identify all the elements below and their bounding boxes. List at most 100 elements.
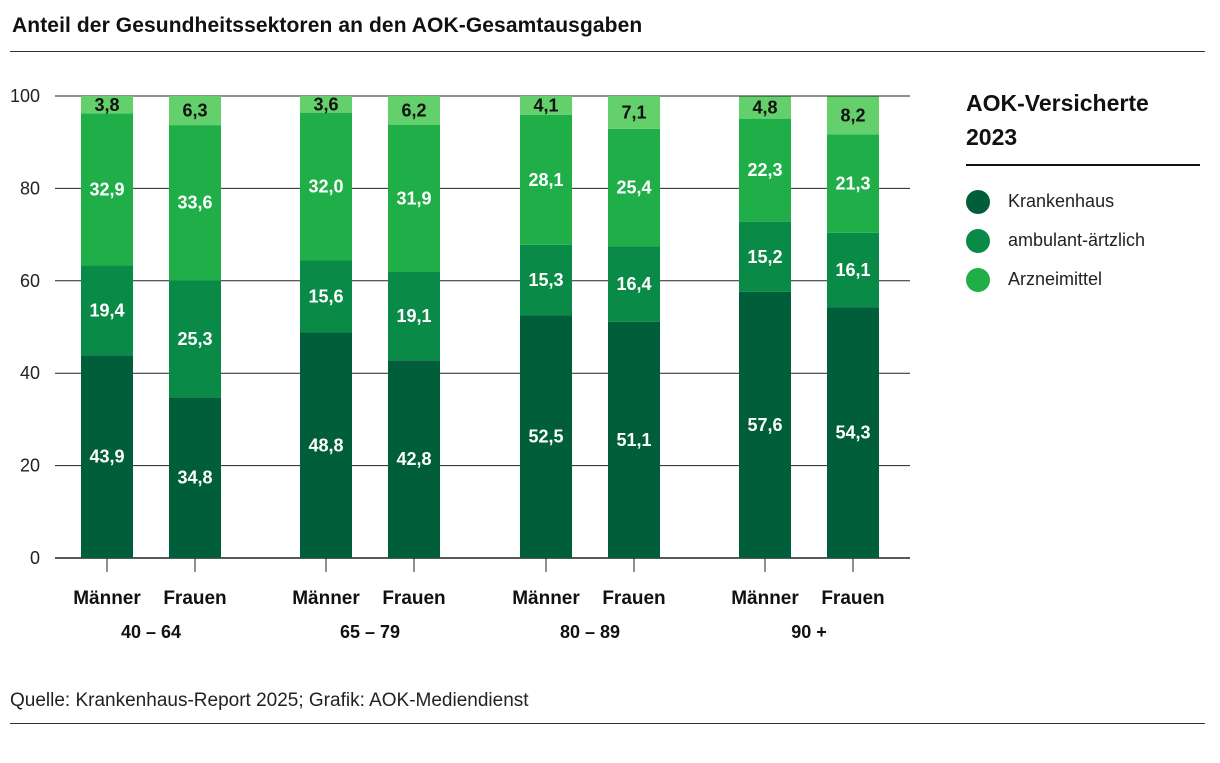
- y-tick-label-20: 20: [20, 456, 40, 476]
- data-label-4-series-1: 42,8: [396, 449, 431, 469]
- bar-segment-7-series-2: [739, 221, 791, 292]
- bar-segment-8-series-1: [827, 307, 879, 558]
- legend-title-line2: 2023: [966, 124, 1018, 150]
- data-label-4-series-2: 19,1: [396, 306, 431, 326]
- bar-segment-7-series-4: [739, 96, 791, 119]
- bar-segment-3-series-4: [300, 96, 352, 113]
- bar-segment-6-series-3: [608, 128, 660, 247]
- bar-segment-6-series-4: [608, 96, 660, 129]
- bar-segment-4-series-2: [388, 272, 440, 361]
- data-label-2-series-3: 33,6: [177, 193, 212, 213]
- legend-items: Krankenhaus ambulant-ärtzlich Arzneimitt…: [966, 182, 1200, 299]
- data-label-1-series-1: 43,9: [89, 447, 124, 467]
- legend-dot-ambulant: [966, 228, 990, 253]
- category-label-7: Männer: [731, 588, 799, 609]
- legend-dot-arzneimittel: [966, 267, 990, 292]
- bar-segment-1-series-1: [81, 355, 133, 558]
- bar-segment-8-series-2: [827, 232, 879, 308]
- data-label-2-series-2: 25,3: [177, 329, 212, 349]
- bar-segment-2-series-3: [169, 125, 221, 281]
- source-note: Quelle: Krankenhaus-Report 2025; Grafik:…: [10, 690, 529, 711]
- bar-segment-4-series-3: [388, 124, 440, 273]
- bar-segment-1-series-2: [81, 265, 133, 356]
- bar-segment-2-series-2: [169, 280, 221, 398]
- data-label-3-series-3: 32,0: [308, 177, 343, 197]
- data-label-7-series-1: 57,6: [747, 415, 782, 435]
- data-label-5-series-4: 4,1: [533, 95, 558, 115]
- legend-title: AOK-Versicherte 2023: [966, 86, 1200, 166]
- data-label-7-series-4: 4,8: [752, 98, 777, 118]
- data-label-4-series-3: 31,9: [396, 188, 431, 208]
- data-label-4-series-4: 6,2: [401, 100, 426, 120]
- y-tick-label-80: 80: [20, 178, 40, 198]
- bar-segment-2-series-1: [169, 397, 221, 558]
- data-label-3-series-1: 48,8: [308, 435, 343, 455]
- y-tick-label-40: 40: [20, 363, 40, 383]
- data-label-7-series-2: 15,2: [747, 247, 782, 267]
- data-label-5-series-3: 28,1: [528, 170, 563, 190]
- data-label-3-series-4: 3,6: [313, 94, 338, 114]
- data-label-6-series-4: 7,1: [621, 102, 646, 122]
- legend: AOK-Versicherte 2023 Krankenhaus ambulan…: [966, 86, 1200, 299]
- legend-title-line1: AOK-Versicherte: [966, 90, 1149, 116]
- bar-segment-7-series-1: [739, 291, 791, 558]
- bar-segment-5-series-1: [520, 315, 572, 558]
- legend-item-arzneimittel: Arzneimittel: [966, 260, 1200, 299]
- data-label-6-series-2: 16,4: [616, 274, 651, 294]
- footer-divider: [10, 723, 1205, 724]
- bar-segment-6-series-2: [608, 246, 660, 322]
- data-label-1-series-4: 3,8: [94, 95, 119, 115]
- data-label-7-series-3: 22,3: [747, 160, 782, 180]
- legend-label-krankenhaus: Krankenhaus: [1008, 191, 1115, 211]
- data-label-6-series-1: 51,1: [616, 430, 651, 450]
- group-label-1: 40 – 64: [121, 622, 181, 642]
- data-label-8-series-2: 16,1: [835, 260, 870, 280]
- y-tick-label-0: 0: [30, 548, 40, 568]
- y-tick-label-60: 60: [20, 271, 40, 291]
- group-label-4: 90 +: [791, 622, 827, 642]
- bar-segment-6-series-1: [608, 321, 660, 558]
- y-tick-label-100: 100: [10, 86, 40, 106]
- category-label-2: Frauen: [163, 588, 226, 609]
- bar-segment-1-series-4: [81, 96, 133, 114]
- legend-item-ambulant: ambulant-ärtzlich: [966, 221, 1200, 260]
- category-label-5: Männer: [512, 588, 580, 609]
- bar-segment-8-series-3: [827, 134, 879, 233]
- bar-segment-5-series-2: [520, 244, 572, 316]
- bar-segment-5-series-4: [520, 96, 572, 115]
- data-label-1-series-3: 32,9: [89, 180, 124, 200]
- category-label-6: Frauen: [602, 588, 665, 609]
- bar-segment-7-series-3: [739, 118, 791, 222]
- category-label-8: Frauen: [821, 588, 884, 609]
- data-label-5-series-2: 15,3: [528, 270, 563, 290]
- legend-dot-krankenhaus: [966, 189, 990, 214]
- data-label-8-series-3: 21,3: [835, 174, 870, 194]
- category-label-1: Männer: [73, 588, 141, 609]
- bar-segment-5-series-3: [520, 114, 572, 245]
- stacked-bar-chart: 0 20 40 60 80 100 43,9 19,4 32,9 3,8 Männer 34,8 25,…: [10, 86, 910, 642]
- data-label-3-series-2: 15,6: [308, 287, 343, 307]
- data-label-8-series-4: 8,2: [840, 105, 865, 125]
- bar-segment-4-series-4: [388, 96, 440, 125]
- data-label-8-series-1: 54,3: [835, 423, 870, 443]
- legend-label-ambulant: ambulant-ärtzlich: [1008, 230, 1146, 250]
- data-label-2-series-1: 34,8: [177, 468, 212, 488]
- data-label-5-series-1: 52,5: [528, 427, 563, 447]
- bar-segment-3-series-3: [300, 112, 352, 261]
- bar-segment-2-series-4: [169, 96, 221, 126]
- bar-segment-3-series-1: [300, 332, 352, 558]
- bar-segment-4-series-1: [388, 360, 440, 558]
- legend-label-arzneimittel: Arzneimittel: [1008, 269, 1103, 289]
- title-divider: [10, 51, 1205, 52]
- data-label-1-series-2: 19,4: [89, 300, 124, 320]
- chart-title: Anteil der Gesundheitssektoren an den AO…: [12, 14, 643, 37]
- group-label-2: 65 – 79: [340, 622, 400, 642]
- bar-segment-8-series-4: [827, 96, 879, 135]
- data-label-2-series-4: 6,3: [182, 101, 207, 121]
- category-label-3: Männer: [292, 588, 360, 609]
- group-label-3: 80 – 89: [560, 622, 620, 642]
- bar-segment-1-series-3: [81, 113, 133, 266]
- category-label-4: Frauen: [382, 588, 445, 609]
- bar-segment-3-series-2: [300, 260, 352, 333]
- legend-item-krankenhaus: Krankenhaus: [966, 182, 1200, 221]
